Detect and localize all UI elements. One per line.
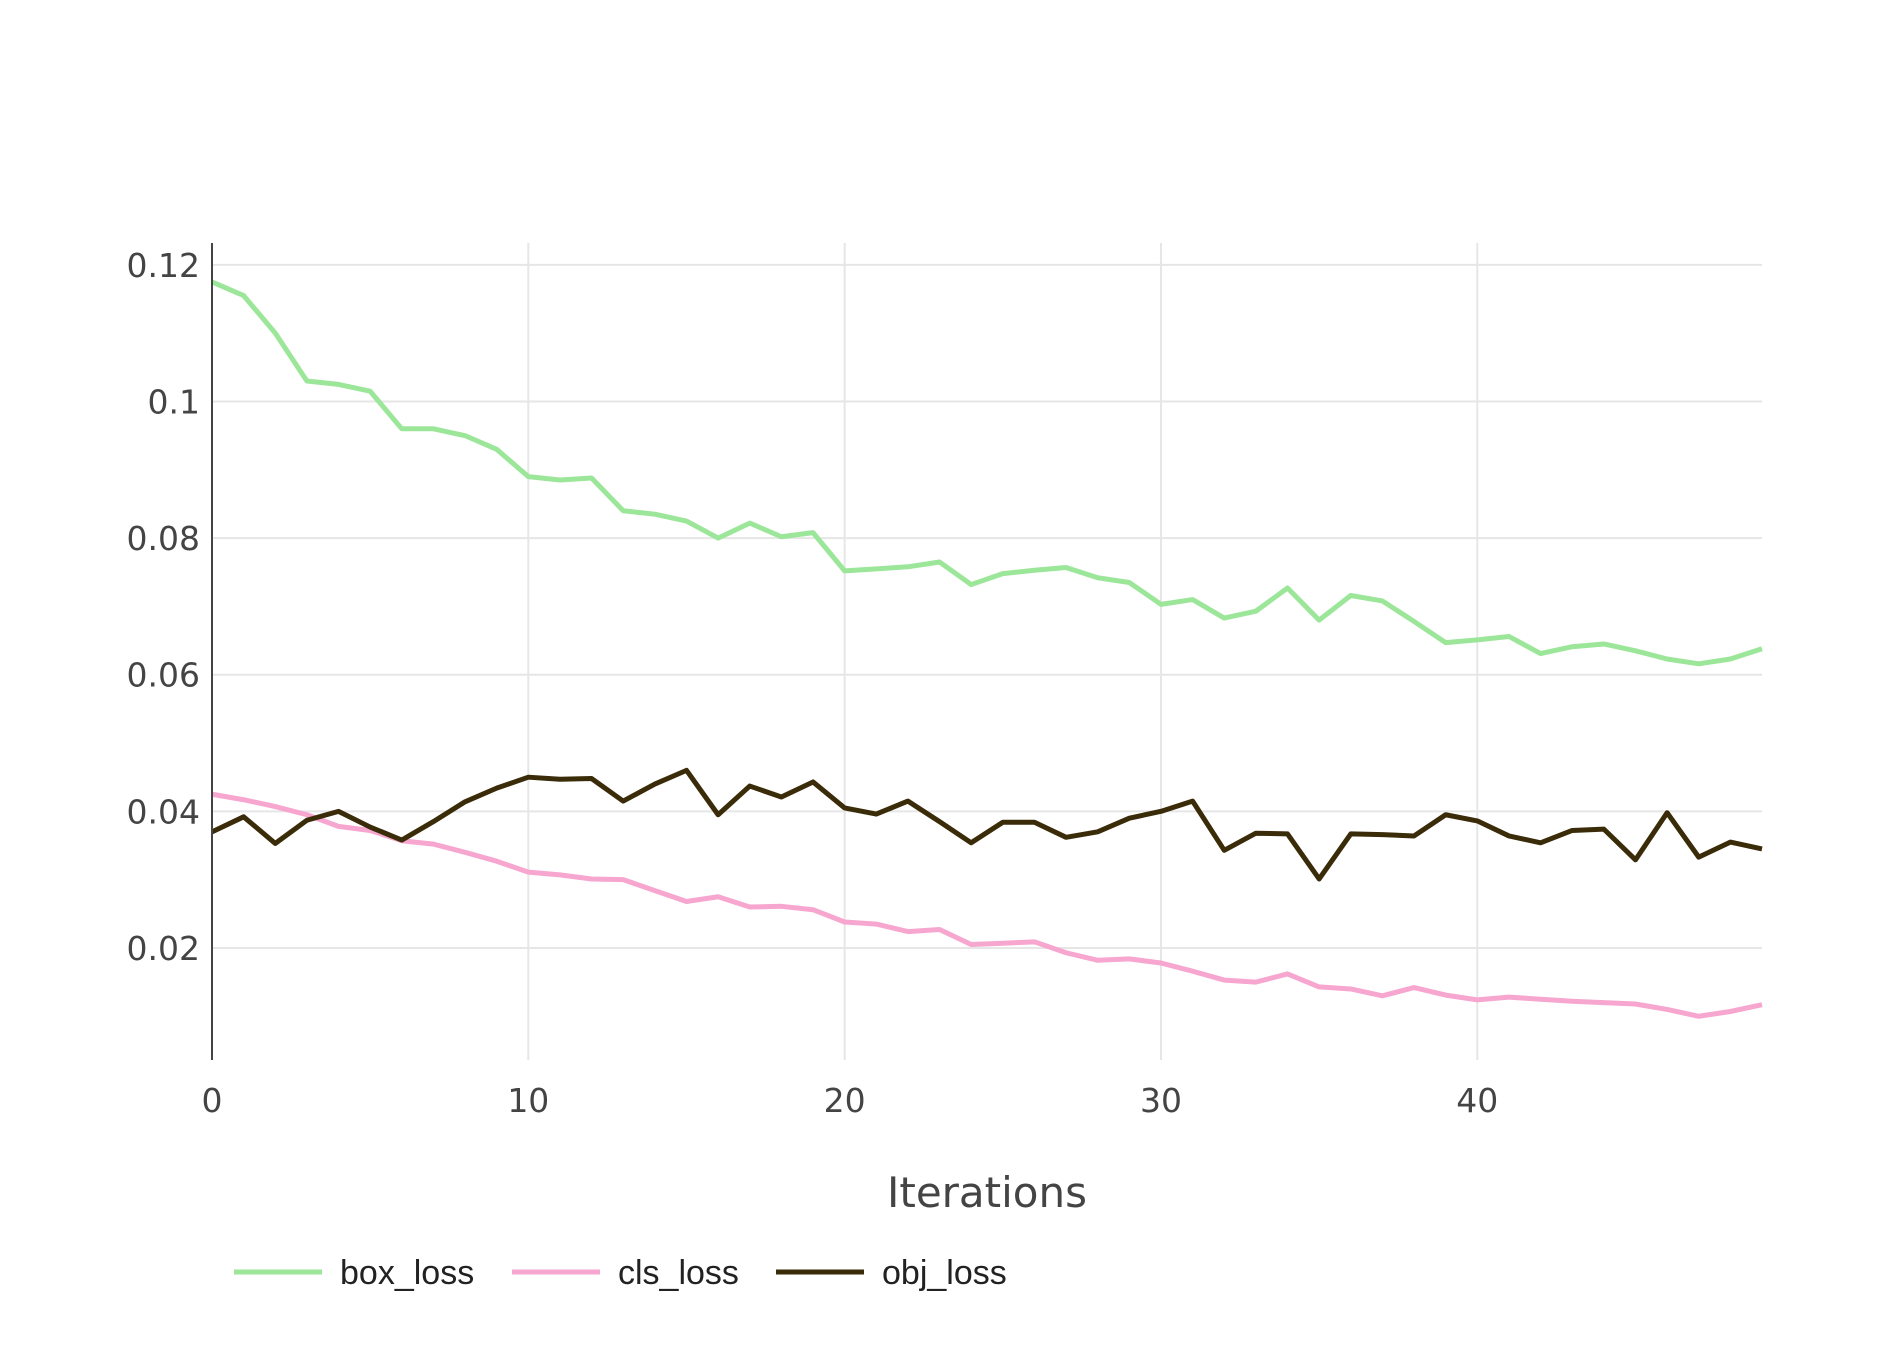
x-tick-label: 30 bbox=[1140, 1081, 1182, 1120]
series-lines bbox=[210, 279, 1763, 1019]
series-line-box-loss bbox=[211, 279, 1763, 667]
y-tick-label: 0.06 bbox=[127, 656, 200, 695]
x-axis-title: Iterations bbox=[887, 1168, 1087, 1217]
series-line-cls-loss bbox=[211, 791, 1763, 1019]
x-tick-label: 40 bbox=[1456, 1081, 1498, 1120]
y-tick-label: 0.1 bbox=[148, 382, 200, 421]
legend-label-obj-loss: obj_loss bbox=[882, 1254, 1007, 1292]
y-tick-label: 0.02 bbox=[127, 929, 200, 968]
x-tick-label: 0 bbox=[202, 1081, 223, 1120]
grid-lines bbox=[212, 243, 1762, 1060]
x-tick-label: 10 bbox=[507, 1081, 549, 1120]
legend: box_loss cls_loss obj_loss bbox=[234, 1254, 1007, 1292]
y-tick-label: 0.08 bbox=[127, 519, 200, 558]
y-tick-label: 0.04 bbox=[127, 792, 200, 831]
x-tick-label: 20 bbox=[824, 1081, 866, 1120]
y-tick-label: 0.12 bbox=[127, 246, 200, 285]
tick-labels: 0 10 20 30 40 0.02 0.04 0.06 0.08 0.1 0.12 bbox=[127, 246, 1499, 1120]
series-line-obj-loss bbox=[210, 767, 1763, 882]
legend-label-cls-loss: cls_loss bbox=[618, 1254, 739, 1292]
legend-label-box-loss: box_loss bbox=[340, 1254, 474, 1292]
